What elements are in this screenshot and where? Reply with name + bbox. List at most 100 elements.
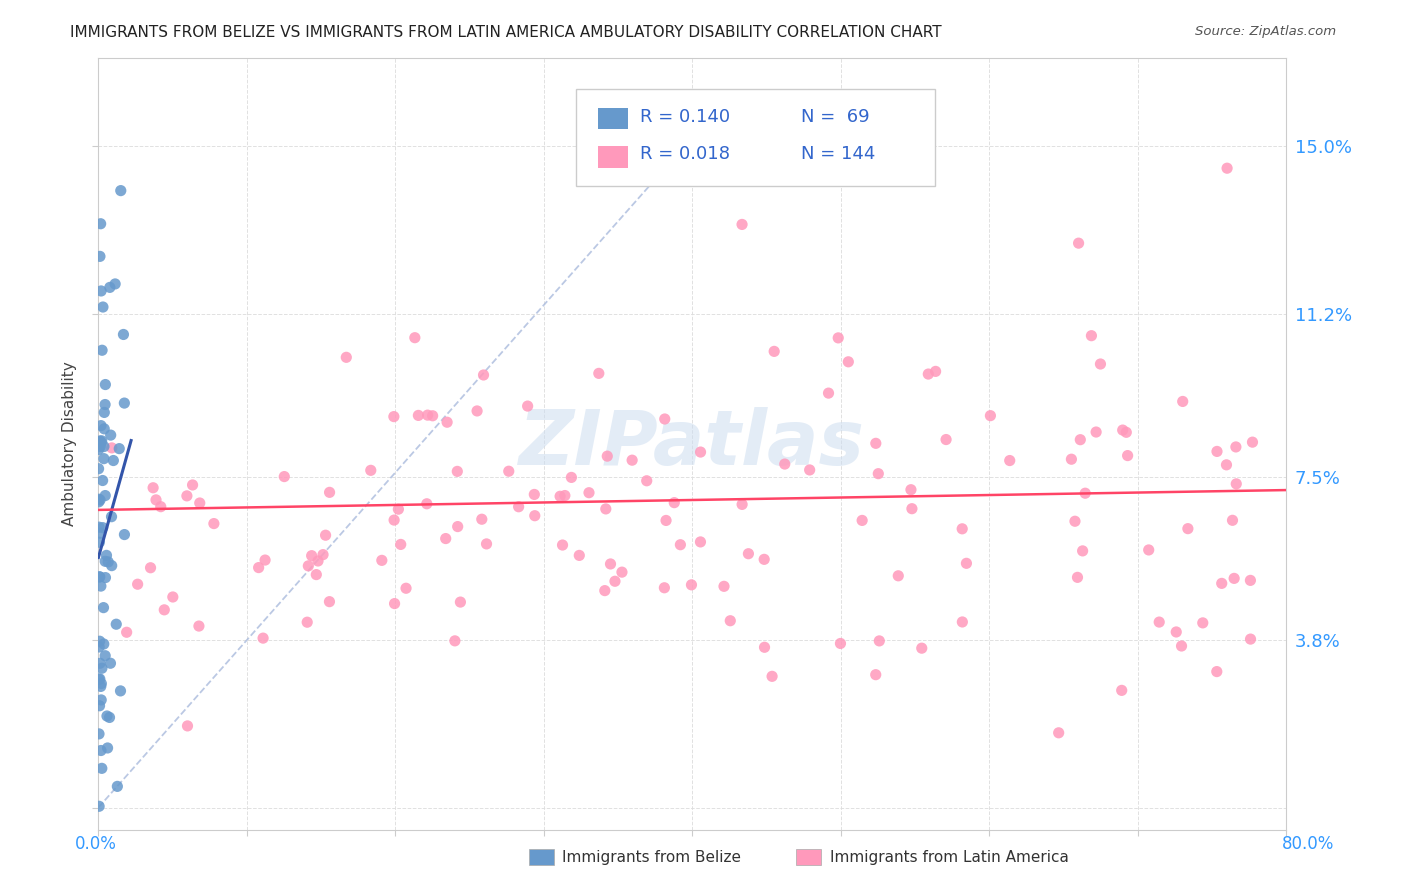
Point (142, 481, 165, 495)
Point (89, 657, 111, 671)
Point (621, 453, 644, 467)
Point (90, 579, 112, 593)
Text: N = 144: N = 144 (801, 145, 876, 163)
Point (761, 669, 783, 683)
Point (90, 435, 112, 450)
Point (318, 595, 340, 609)
Point (523, 508, 546, 523)
Point (90, 434, 112, 448)
Point (1137, 543, 1160, 558)
Point (595, 502, 617, 516)
Point (1191, 615, 1213, 630)
Point (100, 558, 122, 573)
Point (773, 457, 796, 471)
Point (89, 492, 111, 507)
Point (924, 364, 946, 378)
Point (979, 409, 1001, 423)
Point (465, 404, 488, 418)
Point (301, 549, 323, 563)
Point (596, 449, 619, 463)
Point (911, 641, 934, 656)
Point (110, 184, 132, 198)
Point (318, 485, 340, 500)
Point (153, 603, 176, 617)
Point (1239, 632, 1261, 646)
Point (654, 581, 676, 595)
Point (754, 552, 776, 566)
Point (98, 280, 121, 294)
Point (305, 567, 328, 582)
Point (89, 640, 111, 654)
Point (87, 672, 110, 686)
Point (89, 526, 111, 541)
Point (96, 709, 118, 723)
Point (471, 512, 494, 526)
Point (87, 492, 110, 507)
Point (950, 522, 973, 536)
Point (516, 399, 538, 413)
Point (1171, 394, 1194, 409)
Point (312, 548, 335, 562)
Point (408, 409, 430, 423)
Text: IMMIGRANTS FROM BELIZE VS IMMIGRANTS FROM LATIN AMERICA AMBULATORY DISABILITY CO: IMMIGRANTS FROM BELIZE VS IMMIGRANTS FRO… (70, 25, 942, 40)
Point (754, 640, 776, 655)
Point (1069, 433, 1091, 447)
Point (187, 619, 209, 633)
Point (104, 277, 127, 291)
Text: 0.0%: 0.0% (75, 835, 117, 853)
Point (868, 467, 890, 481)
Point (89, 698, 111, 713)
Point (89, 672, 111, 686)
Point (254, 553, 277, 567)
Point (89, 570, 111, 584)
Point (737, 547, 759, 561)
Point (654, 412, 676, 426)
Point (1085, 425, 1108, 439)
Point (508, 500, 530, 514)
Point (97, 741, 120, 756)
Point (1239, 574, 1261, 588)
Point (94, 648, 117, 663)
Point (1225, 440, 1247, 454)
Point (176, 719, 198, 733)
Point (998, 453, 1021, 467)
Point (181, 478, 204, 492)
Point (94, 571, 117, 585)
Point (90, 418, 112, 433)
Point (718, 614, 741, 628)
Point (1060, 452, 1083, 467)
Point (610, 565, 633, 579)
Point (1216, 161, 1239, 176)
Point (865, 436, 887, 450)
Point (1071, 544, 1094, 558)
Point (90, 693, 112, 707)
Point (404, 331, 426, 345)
Text: Immigrants from Belize: Immigrants from Belize (562, 850, 741, 864)
Point (89, 535, 111, 549)
Point (108, 442, 131, 456)
Point (1066, 570, 1088, 584)
Point (87, 461, 110, 475)
Point (655, 513, 678, 527)
Point (1147, 615, 1170, 629)
Point (588, 367, 610, 381)
Point (472, 368, 495, 382)
Point (1116, 449, 1139, 463)
Point (87, 442, 110, 457)
Point (94, 377, 117, 392)
Point (1064, 514, 1087, 528)
Point (93, 405, 115, 419)
Point (114, 527, 136, 541)
Point (100, 428, 122, 442)
Point (817, 386, 839, 401)
Point (387, 502, 409, 516)
Point (837, 355, 859, 369)
Point (950, 615, 973, 629)
Point (799, 463, 821, 477)
Point (90, 217, 112, 231)
Point (1241, 435, 1264, 450)
Point (416, 408, 439, 422)
Point (89, 570, 111, 584)
Point (689, 535, 711, 549)
Point (93, 440, 115, 454)
